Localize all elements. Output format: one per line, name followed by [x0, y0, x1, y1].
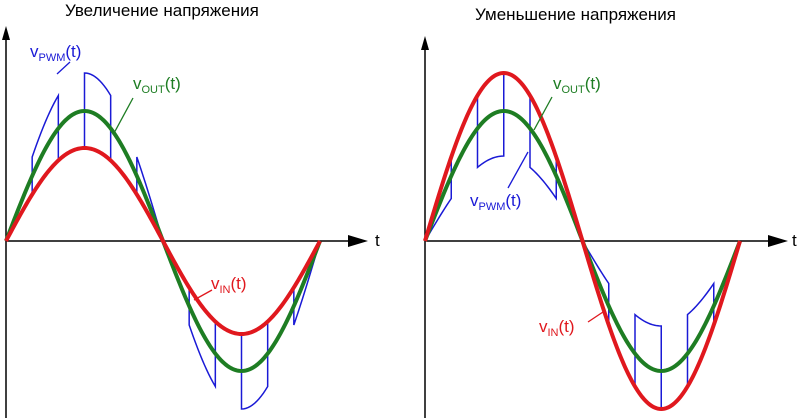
svg-text:vPWM(t): vPWM(t)	[30, 42, 81, 64]
vpwm-label: vPWM(t)	[470, 151, 529, 213]
y-axis-arrow	[421, 36, 429, 50]
vout-label: vOUT(t)	[533, 74, 601, 131]
panel-title: Уменьшение напряжения	[475, 5, 676, 24]
svg-text:vIN(t): vIN(t)	[539, 317, 575, 339]
t-axis-label: t	[375, 231, 380, 250]
t-axis-label: t	[792, 231, 797, 250]
panel-title: Увеличение напряжения	[65, 1, 259, 20]
svg-text:vOUT(t): vOUT(t)	[553, 74, 601, 96]
y-axis-arrow	[2, 26, 10, 40]
panel-boost: Увеличение напряжения t vPWM(t) vOUT(t) …	[2, 1, 380, 418]
t-axis-arrow	[768, 235, 788, 247]
svg-text:vPWM(t): vPWM(t)	[470, 191, 521, 213]
t-axis-arrow	[348, 235, 368, 247]
vin-label: vIN(t)	[539, 311, 604, 339]
svg-text:vOUT(t): vOUT(t)	[133, 74, 181, 96]
svg-text:vIN(t): vIN(t)	[211, 274, 247, 296]
vin-waveform	[423, 70, 742, 412]
vin-label: vIN(t)	[193, 274, 247, 301]
vout-label: vOUT(t)	[112, 74, 181, 136]
panel-buck: Уменьшение напряжения t vOUT(t) vPWM(t) …	[421, 5, 797, 418]
vpwm-label: vPWM(t)	[30, 42, 81, 75]
vin-waveform	[4, 145, 322, 337]
